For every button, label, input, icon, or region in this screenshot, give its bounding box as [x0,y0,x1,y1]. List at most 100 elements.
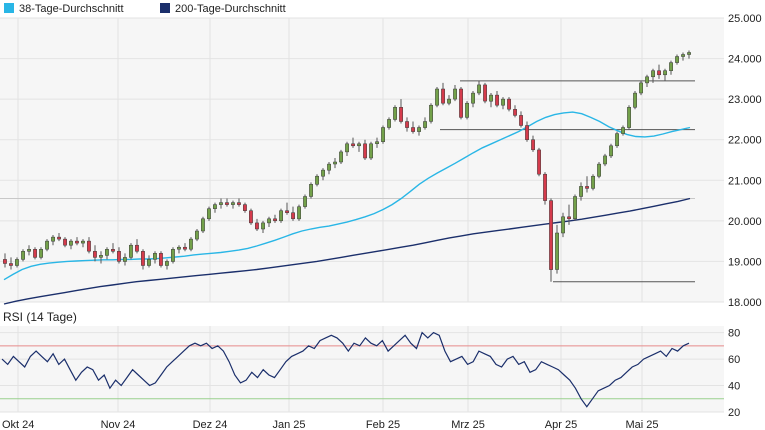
candle-body [501,98,505,106]
rsi-panel: 80 60 40 20 [0,326,740,419]
candle-body [471,92,475,104]
candle-body [147,259,151,266]
candle-body [579,186,583,197]
candle-body [519,115,523,126]
price-y-tick-label: 18.000 [728,297,762,309]
candle-body [621,127,625,134]
candle-body [75,240,79,244]
price-y-tick-label: 23.000 [728,94,762,106]
candle-body [99,255,103,258]
x-axis-label: Mrz 25 [451,419,485,430]
candle-body [543,173,547,201]
candle-body [285,210,289,213]
candle-body [603,155,607,165]
candle-body [165,261,169,266]
candle-body [237,202,241,205]
candle-body [375,141,379,144]
price-candles [3,50,691,282]
candle-body [399,107,403,122]
price-panel: 25.000 24.000 23.000 22.000 21.000 20.000 19.0… [0,13,762,309]
candle-body [351,143,355,147]
candle-body [507,98,511,110]
candle-body [651,70,655,78]
candle-body [327,163,331,171]
candle-body [453,88,457,100]
candle-body [411,127,415,132]
price-y-tick-label: 19.000 [728,256,762,268]
candle-body [369,143,373,159]
candle-body [525,125,529,140]
legend-swatch-38 [4,3,14,13]
candle-body [639,82,643,94]
candle-body [159,253,163,266]
candle-body [627,107,631,128]
price-grid [0,17,724,303]
x-axis-label: Dez 24 [193,419,228,430]
candle-body [123,257,127,262]
candle-body [483,84,487,102]
candle-body [201,218,205,232]
x-axis-label: Apr 25 [545,419,577,430]
candle-body [249,210,253,224]
candle-body [597,163,601,177]
rsi-grid [0,326,724,413]
candle-body [153,253,157,260]
candle-body [357,143,361,147]
candle-body [297,206,301,220]
candle-body [495,94,499,106]
price-y-axis: 25.000 24.000 23.000 22.000 21.000 20.000 19.0… [728,13,762,309]
rsi-y-axis: 80 60 40 20 [728,328,740,419]
price-y-tick-label: 25.000 [728,13,762,25]
candle-body [633,92,637,108]
candle-body [213,204,217,209]
candle-body [615,133,619,147]
candle-body [291,212,295,220]
candle-body [111,249,115,252]
candle-body [45,240,49,250]
candle-body [585,186,589,189]
candle-body [273,218,277,222]
candle-body [129,244,133,258]
candle-body [315,175,319,185]
candle-body [189,238,193,250]
candle-body [9,263,13,266]
candle-body [513,109,517,116]
candle-body [243,204,247,211]
candle-body [459,88,463,118]
x-axis-label: Feb 25 [366,419,400,430]
candle-body [39,249,43,258]
rsi-y-tick-label: 20 [728,407,740,419]
candle-body [381,127,385,142]
candle-body [435,88,439,106]
candle-body [279,210,283,222]
candle-body [567,216,571,220]
candle-body [141,251,145,266]
candle-body [27,249,31,252]
candle-body [225,202,229,205]
candle-body [417,127,421,132]
candle-body [447,98,451,104]
x-axis-label: Nov 24 [101,419,136,430]
candle-body [321,169,325,177]
price-y-tick-label: 20.000 [728,216,762,228]
rsi-line [1,331,690,408]
candle-body [117,251,121,262]
candle-body [339,151,343,163]
candle-body [465,102,469,118]
candle-body [177,246,181,250]
price-y-tick-label: 24.000 [728,54,762,66]
candle-body [51,236,55,242]
sma-200-line [3,197,691,305]
candle-body [549,200,553,270]
candle-body [303,196,307,207]
legend-label-200: 200-Tage-Durchschnitt [175,3,286,15]
price-support-levels [0,80,695,283]
candle-body [15,259,19,266]
candle-body [489,94,493,102]
candle-body [387,119,391,128]
candle-body [591,175,595,189]
rsi-title: RSI (14 Tage) [3,310,77,324]
candle-body [477,84,481,94]
rsi-y-tick-label: 40 [728,381,740,393]
